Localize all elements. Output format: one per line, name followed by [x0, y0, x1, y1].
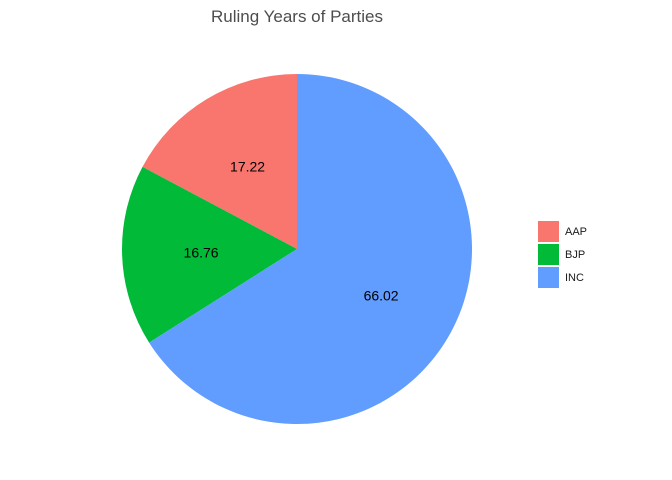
- pie-slice-labels: 17.22 16.76 66.02: [184, 159, 399, 304]
- legend-label-aap: AAP: [565, 225, 588, 238]
- pie-label-aap: 17.22: [230, 159, 265, 175]
- legend-item-bjp: BJP: [538, 243, 608, 266]
- legend-item-aap: AAP: [538, 220, 608, 243]
- legend-key-bjp: [538, 244, 559, 265]
- legend-label-bjp: BJP: [565, 248, 586, 261]
- pie-label-bjp: 16.76: [184, 245, 219, 261]
- legend-key-aap: [538, 221, 559, 242]
- pie-slices: [122, 74, 472, 424]
- pie-slice-aap: [142, 74, 297, 249]
- legend-item-inc: INC: [538, 266, 608, 289]
- chart-title: Ruling Years of Parties: [211, 7, 383, 26]
- legend: AAP BJP INC: [538, 220, 608, 289]
- pie-slice-inc: [149, 74, 472, 424]
- pie-slice-bjp: [122, 166, 297, 343]
- pie-label-inc: 66.02: [364, 287, 399, 303]
- legend-label-inc: INC: [565, 271, 584, 284]
- legend-key-inc: [538, 267, 559, 288]
